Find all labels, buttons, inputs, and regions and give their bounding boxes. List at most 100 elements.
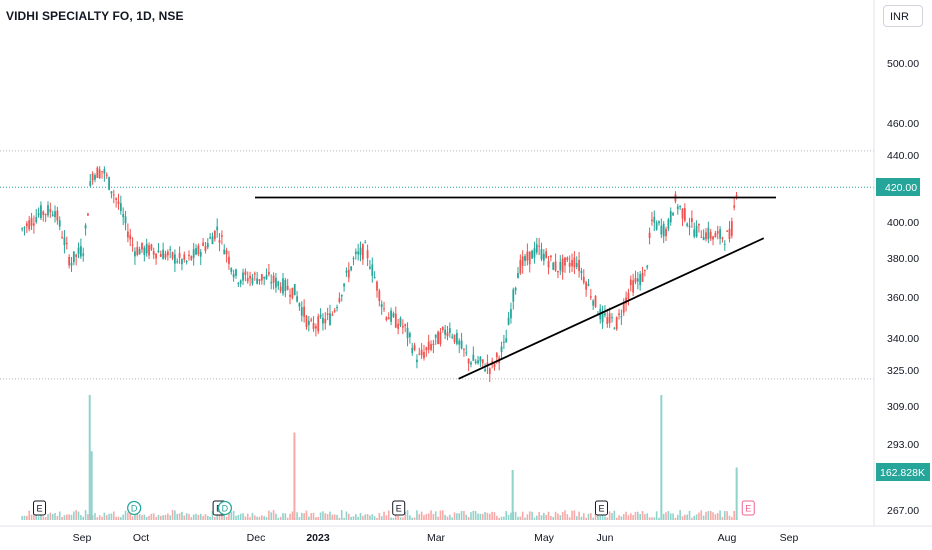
candle-body xyxy=(199,251,202,257)
candle-body xyxy=(519,260,522,274)
volume-bar xyxy=(73,511,75,520)
last-volume-badge-bg xyxy=(876,463,930,481)
volume-bar xyxy=(397,515,399,520)
candle-body xyxy=(693,229,696,237)
dividend-marker-label: D xyxy=(222,504,229,514)
volume-bar xyxy=(590,513,592,520)
candle xyxy=(540,242,543,262)
last-price-badge: 420.00 xyxy=(876,178,920,196)
candle-body xyxy=(465,352,468,354)
candle-body xyxy=(655,222,658,230)
candle-body xyxy=(726,230,729,232)
candle-body xyxy=(733,205,736,208)
candle-body xyxy=(277,281,280,287)
candle-body xyxy=(411,347,414,353)
candle xyxy=(108,176,110,191)
volume-bar xyxy=(451,517,453,520)
candle-body xyxy=(474,361,477,364)
earnings-marker: E xyxy=(741,500,755,516)
candle-body xyxy=(84,225,87,229)
volume-bar xyxy=(453,512,456,520)
candle-body xyxy=(613,328,616,330)
volume-bar xyxy=(115,516,117,520)
candle xyxy=(317,313,320,334)
candle-body xyxy=(448,328,451,333)
volume-bar xyxy=(324,513,327,520)
candle-body xyxy=(648,232,651,238)
candle-body xyxy=(317,316,320,332)
candle xyxy=(79,238,82,259)
volume-spike-bar xyxy=(293,432,296,520)
candle xyxy=(72,251,75,266)
volume-bar xyxy=(251,512,254,520)
candle-body xyxy=(115,198,118,200)
candle-body xyxy=(702,237,705,241)
candle-body xyxy=(512,289,515,302)
currency-selector[interactable]: INR xyxy=(883,5,923,27)
candle-body xyxy=(683,208,686,221)
last-price-badge-bg xyxy=(876,178,920,196)
candle xyxy=(300,301,303,322)
volume-bar xyxy=(674,517,677,520)
candle-body xyxy=(58,220,61,227)
candle-body xyxy=(202,242,204,246)
volume-bar xyxy=(540,515,543,520)
volume-bar xyxy=(672,513,674,520)
candle xyxy=(707,221,710,244)
volume-bars xyxy=(21,395,738,520)
candle xyxy=(552,261,555,271)
volume-bar xyxy=(232,511,235,520)
candle-body xyxy=(284,279,287,291)
earnings-marker: E xyxy=(392,500,406,516)
candle xyxy=(730,217,733,239)
volume-bar xyxy=(474,511,477,520)
candle-body xyxy=(103,169,106,174)
volume-bar xyxy=(620,516,623,520)
candle xyxy=(611,313,613,323)
candle xyxy=(25,220,28,233)
candle xyxy=(246,271,249,284)
candle-body xyxy=(150,244,153,250)
candle-body xyxy=(719,229,721,239)
candle xyxy=(700,230,703,238)
candle-body xyxy=(547,260,550,268)
volume-bar xyxy=(362,515,364,520)
candle xyxy=(606,308,609,328)
candle xyxy=(470,360,472,368)
candle xyxy=(681,208,684,227)
candle-body xyxy=(662,223,665,237)
candle-body xyxy=(68,256,71,266)
candle xyxy=(228,250,230,270)
candle xyxy=(223,244,226,255)
candle xyxy=(585,280,588,297)
volume-bar xyxy=(98,515,101,520)
candle-body xyxy=(307,320,310,325)
candle-body xyxy=(646,265,649,268)
candle-body xyxy=(228,256,230,264)
candle-body xyxy=(136,247,139,255)
y-axis-tick-label: 380.00 xyxy=(887,253,919,265)
volume-bar xyxy=(503,516,505,520)
volume-bar xyxy=(648,517,651,520)
volume-bar xyxy=(390,517,392,520)
candle xyxy=(665,226,667,242)
volume-spike-bar xyxy=(735,467,738,520)
candle xyxy=(239,279,242,288)
candle xyxy=(526,243,529,266)
candle-body xyxy=(129,235,132,240)
volume-bar xyxy=(336,514,338,520)
y-axis-tick-label: 293.00 xyxy=(887,439,919,451)
candle-body xyxy=(526,251,529,261)
candle xyxy=(648,227,651,245)
candle-body xyxy=(373,276,376,278)
candle xyxy=(343,282,345,292)
candle xyxy=(305,315,308,330)
candle xyxy=(380,300,383,315)
volume-bar xyxy=(557,513,559,520)
candle xyxy=(159,250,162,258)
candle-body xyxy=(714,233,717,238)
candle xyxy=(361,243,364,265)
volume-bar xyxy=(618,515,620,520)
candle-body xyxy=(272,275,275,283)
